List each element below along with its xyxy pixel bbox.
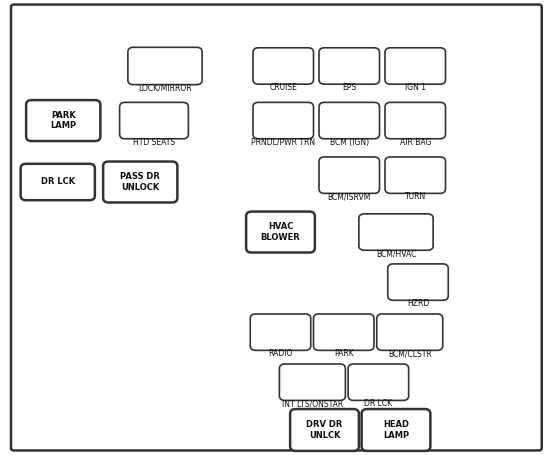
FancyBboxPatch shape [319,48,380,84]
Text: DR LCK: DR LCK [364,399,393,409]
FancyBboxPatch shape [385,157,446,193]
FancyBboxPatch shape [26,100,100,141]
Text: BCM/CLSTR: BCM/CLSTR [388,349,432,359]
Text: PASS DR
UNLOCK: PASS DR UNLOCK [120,172,160,192]
Text: AIR BAG: AIR BAG [399,138,431,147]
Text: DRV DR
UNLCK: DRV DR UNLCK [306,420,343,440]
Text: HEAD
LAMP: HEAD LAMP [383,420,409,440]
FancyBboxPatch shape [103,162,177,202]
Text: DR LCK: DR LCK [41,177,75,187]
Text: IGN 1: IGN 1 [405,83,426,92]
Text: BCM (IGN): BCM (IGN) [329,138,369,147]
Text: CRUISE: CRUISE [270,83,297,92]
FancyBboxPatch shape [279,364,345,400]
Text: HZRD: HZRD [407,299,429,308]
FancyBboxPatch shape [11,5,542,450]
Text: EPS: EPS [342,83,356,92]
FancyBboxPatch shape [385,102,446,139]
FancyBboxPatch shape [246,212,315,253]
FancyBboxPatch shape [362,409,430,451]
FancyBboxPatch shape [319,157,380,193]
FancyBboxPatch shape [128,47,202,85]
FancyBboxPatch shape [253,102,313,139]
FancyBboxPatch shape [253,48,313,84]
FancyBboxPatch shape [348,364,409,400]
FancyBboxPatch shape [388,264,448,300]
Text: HVAC
BLOWER: HVAC BLOWER [261,222,300,242]
Text: LOCK/MIRROR: LOCK/MIRROR [138,84,192,93]
Text: PRNDL/PWR TRN: PRNDL/PWR TRN [251,138,315,147]
Text: RADIO: RADIO [268,349,293,359]
Text: HTD SEATS: HTD SEATS [133,138,175,147]
Text: BCM/HVAC: BCM/HVAC [376,249,416,258]
Text: BCM/ISRVM: BCM/ISRVM [328,192,371,202]
FancyBboxPatch shape [314,314,374,350]
FancyBboxPatch shape [120,102,188,139]
Text: PARK: PARK [334,349,354,359]
FancyBboxPatch shape [250,314,311,350]
FancyBboxPatch shape [377,314,443,350]
FancyBboxPatch shape [319,102,380,139]
FancyBboxPatch shape [385,48,446,84]
FancyBboxPatch shape [359,214,433,250]
Text: PARK
LAMP: PARK LAMP [50,111,76,130]
Text: INT LTS/ONSTAR: INT LTS/ONSTAR [282,399,343,409]
FancyBboxPatch shape [290,409,359,451]
FancyBboxPatch shape [20,164,95,200]
Text: TURN: TURN [405,192,426,202]
